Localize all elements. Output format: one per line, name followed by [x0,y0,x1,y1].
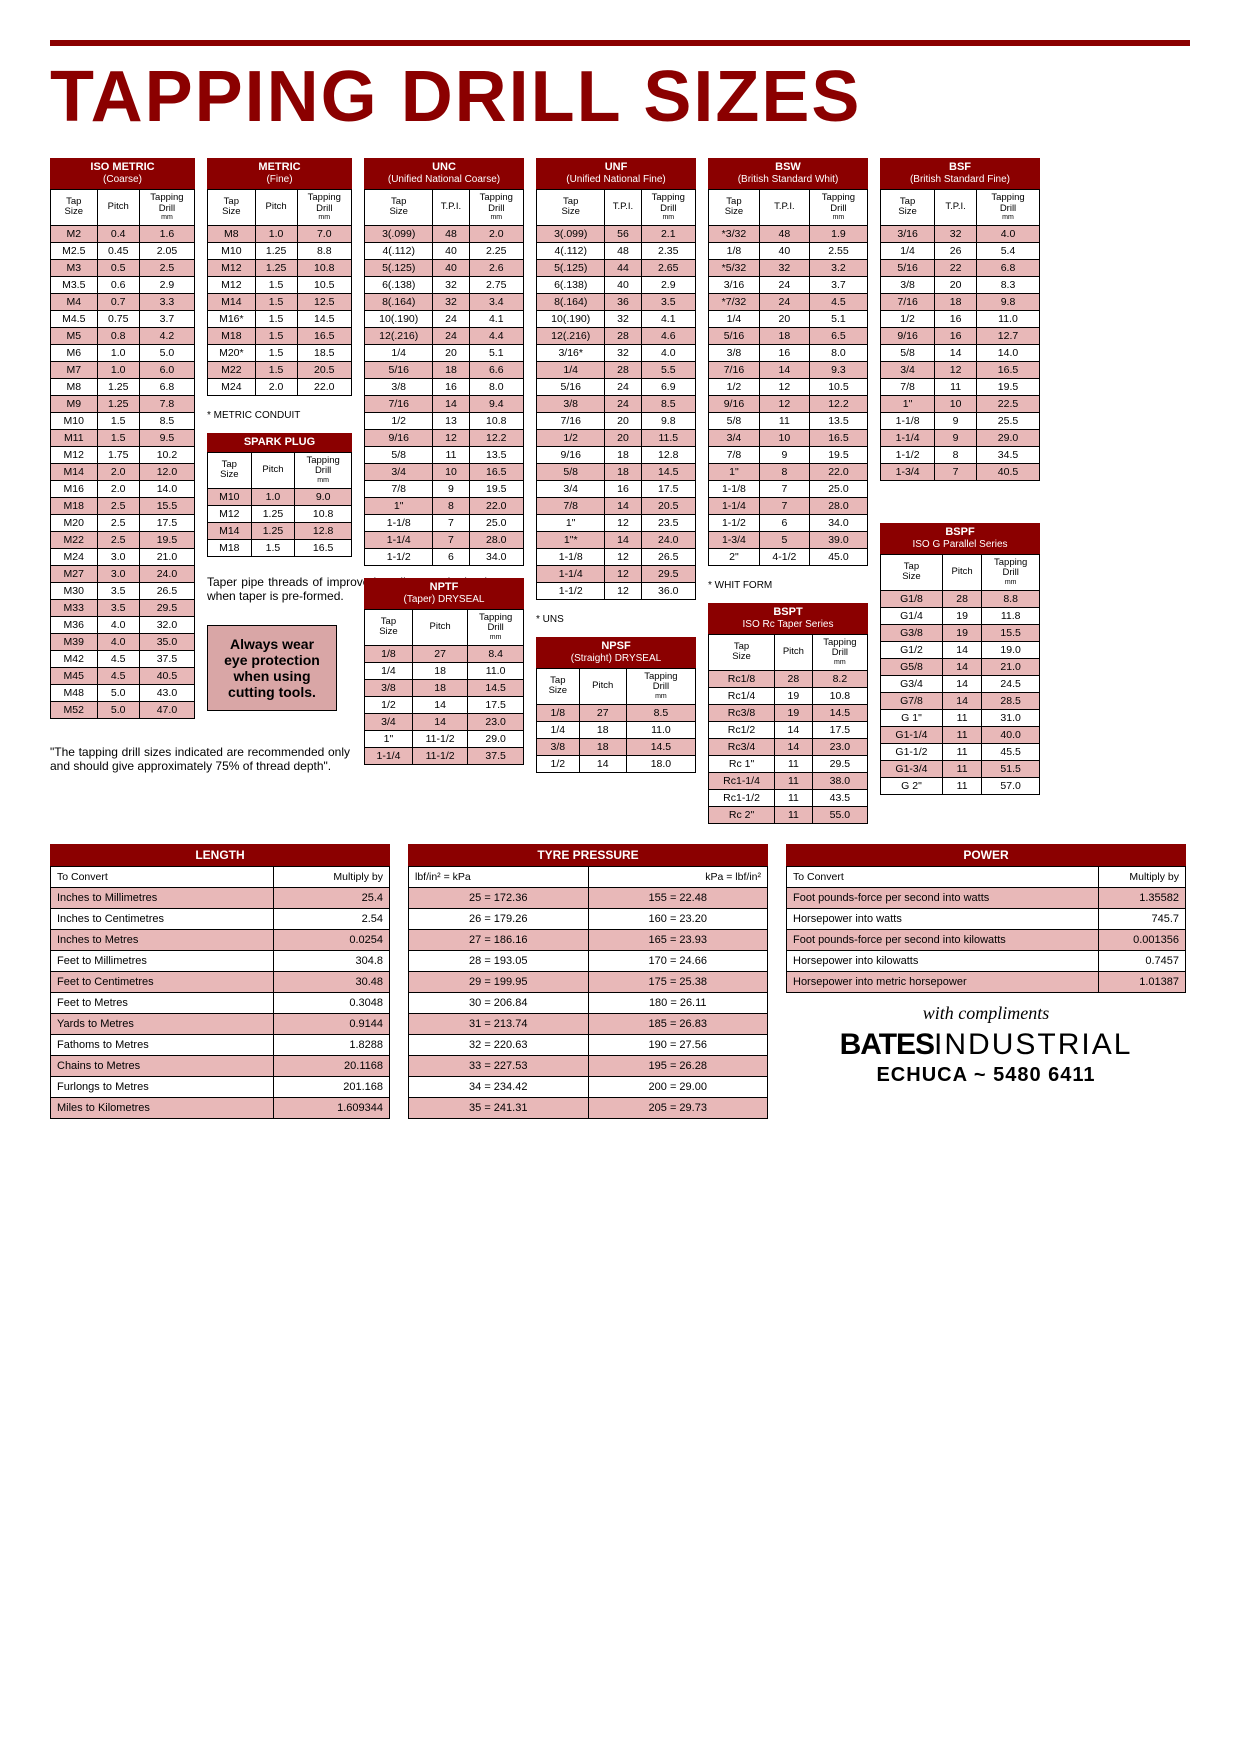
table-npsf: NPSF(Straight) DRYSEALTapSizePitchTappin… [536,637,696,773]
page-title: TAPPING DRILL SIZES [50,56,1190,138]
table-unc: UNC(Unified National Coarse)TapSizeT.P.I… [364,158,524,566]
conversion-grid: LENGTHTo ConvertMultiply byInches to Mil… [50,844,1190,1119]
tables-grid: ISO METRIC(Coarse)TapSizePitchTappingDri… [50,158,1190,824]
table-bsw: BSW(British Standard Whit)TapSizeT.P.I.T… [708,158,868,566]
note-uns: * UNS [536,614,696,625]
table-nptf: NPTF(Taper) DRYSEALTapSizePitchTappingDr… [364,578,524,765]
table-spark: SPARK PLUGTapSizePitchTappingDrillmmM101… [207,433,352,557]
table-tyre: TYRE PRESSURElbf/in² = kPakPa = lbf/in²2… [408,844,768,1119]
brand-location: ECHUCA ~ 5480 6411 [786,1064,1186,1087]
top-rule [50,40,1190,46]
table-bsf: BSF(British Standard Fine)TapSizeT.P.I.T… [880,158,1040,481]
brand-name-bold: BATES [840,1028,934,1061]
table-bspf: BSPFISO G Parallel SeriesTapSizePitchTap… [880,523,1040,795]
table-metric-fine: METRIC(Fine)TapSizePitchTappingDrillmmM8… [207,158,352,396]
table-iso-coarse: ISO METRIC(Coarse)TapSizePitchTappingDri… [50,158,195,719]
quote-note: "The tapping drill sizes indicated are r… [50,745,350,773]
table-bspt: BSPTISO Rc Taper SeriesTapSizePitchTappi… [708,603,868,824]
note-conduit: * METRIC CONDUIT [207,410,352,421]
brand-logo: BATESINDUSTRIAL [786,1028,1186,1062]
brand-name-light: INDUSTRIAL [934,1028,1132,1061]
table-unf: UNF(Unified National Fine)TapSizeT.P.I.T… [536,158,696,600]
table-length: LENGTHTo ConvertMultiply byInches to Mil… [50,844,390,1119]
compliments-text: with compliments [786,1003,1186,1024]
table-power: POWERTo ConvertMultiply byFoot pounds-fo… [786,844,1186,993]
warning-box: Always wear eye protection when using cu… [207,625,337,711]
note-whit: * WHIT FORM [708,580,868,591]
brand-block: with compliments BATESINDUSTRIAL ECHUCA … [786,1003,1186,1087]
